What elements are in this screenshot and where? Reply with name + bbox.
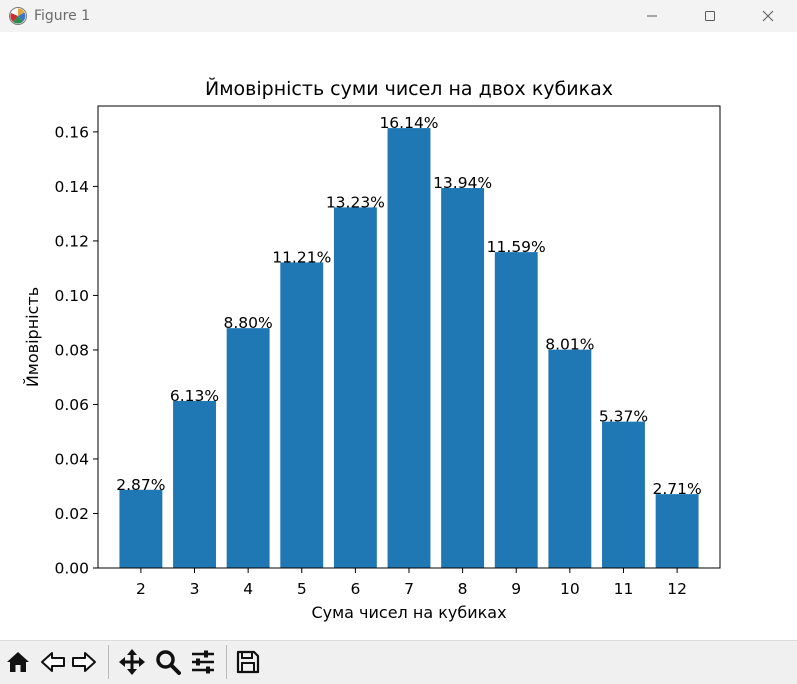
bar-labels-group: 2.87% 6.13% 8.80% 11.21% 13.23% 16.14% 13.94% 1… [116,114,701,498]
bar [494,252,538,568]
home-icon [7,652,29,672]
bar-chart: Ймовірність суми чисел на двох кубиках 2… [23,77,721,622]
y-tick-label: 0.04 [54,450,89,468]
save-icon [236,650,260,674]
x-tick-label: 4 [243,580,253,598]
move-icon [119,649,145,675]
bar-data-label: 8.80% [224,314,273,332]
bar-data-label: 11.59% [487,238,546,256]
bar-data-label: 13.23% [326,193,385,211]
bar [173,400,216,568]
pan-button[interactable] [117,647,147,677]
x-axis: 2 3 4 5 6 7 8 9 10 11 12 [136,568,687,598]
bar [119,489,163,568]
y-axis-label: Ймовірність [23,287,42,387]
toolbar-separator [108,645,109,679]
back-button[interactable] [38,647,68,677]
y-tick-label: 0.02 [54,505,89,523]
back-arrow-icon [41,652,65,672]
bar-data-label: 5.37% [599,408,648,426]
x-tick-label: 10 [560,580,580,598]
x-axis-label: Сума чисел на кубиках [311,603,506,622]
y-tick-label: 0.16 [54,123,89,141]
matplotlib-logo-icon [8,6,28,26]
configure-subplots-button[interactable] [188,647,218,677]
zoom-icon [156,650,181,675]
y-tick-label: 0.06 [54,396,89,414]
forward-arrow-icon [72,652,96,672]
bar-data-label: 11.21% [272,248,331,266]
x-tick-label: 9 [511,580,521,598]
close-button[interactable] [745,0,791,32]
bar-data-label: 6.13% [170,387,219,405]
bar-data-label: 16.14% [379,114,438,132]
x-tick-label: 11 [614,580,634,598]
y-tick-label: 0.00 [54,560,89,578]
x-tick-label: 8 [458,580,468,598]
x-tick-label: 3 [190,580,200,598]
window-title: Figure 1 [34,8,91,24]
window-titlebar: Figure 1 [0,0,797,32]
bar [655,494,699,568]
home-button[interactable] [3,647,33,677]
y-tick-label: 0.14 [54,178,89,196]
bar-data-label: 13.94% [433,174,492,192]
bar [280,262,324,568]
bar-data-label: 2.87% [116,476,165,494]
bar [333,207,377,568]
minimize-icon [647,15,657,17]
sliders-icon [192,650,214,674]
bar [602,421,645,568]
bar [387,128,431,568]
bar-data-label: 8.01% [545,336,594,354]
bars-group [119,128,699,569]
y-axis: 0.00 0.02 0.04 0.06 0.08 0.10 0.12 0.14 0.16 [54,123,98,578]
bar [226,328,270,568]
chart-title: Ймовірність суми чисел на двох кубиках [205,77,613,100]
minimize-button[interactable] [629,0,675,32]
x-tick-label: 6 [350,580,360,598]
x-tick-label: 2 [136,580,146,598]
y-tick-label: 0.12 [54,232,89,250]
bar [441,188,485,569]
navigation-toolbar [0,640,797,684]
maximize-icon [705,11,715,21]
x-tick-label: 12 [667,580,687,598]
figure-canvas: Ймовірність суми чисел на двох кубиках 2… [0,32,797,640]
bar [548,349,592,568]
x-tick-label: 5 [297,580,307,598]
forward-button[interactable] [69,647,99,677]
y-tick-label: 0.08 [54,341,89,359]
bar-data-label: 2.71% [652,480,701,498]
maximize-button[interactable] [687,0,733,32]
close-icon [762,10,774,22]
x-tick-label: 7 [404,580,414,598]
save-button[interactable] [233,647,263,677]
zoom-button[interactable] [153,647,183,677]
y-tick-label: 0.10 [54,287,89,305]
toolbar-separator [226,645,227,679]
